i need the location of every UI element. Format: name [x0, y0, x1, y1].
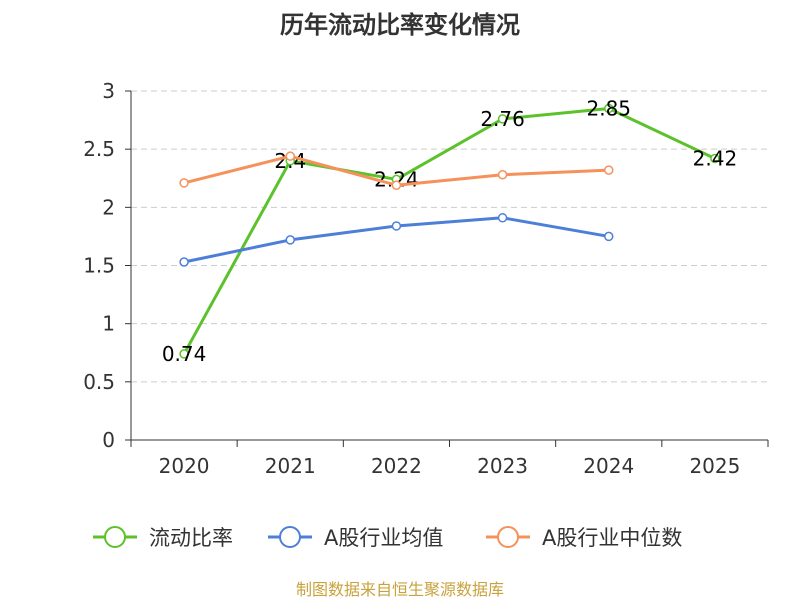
x-tick-label-2025: 2025 [689, 454, 740, 478]
data-point-2-2021[interactable] [285, 151, 295, 161]
source-footer: 制图数据来自恒生聚源数据库 [296, 580, 504, 599]
x-tick-label-2021: 2021 [265, 454, 316, 478]
data-point-1-2023[interactable] [497, 213, 508, 223]
legend-item-1[interactable]: A股行业均值 [268, 526, 443, 550]
x-tick-label-2024: 2024 [583, 454, 634, 478]
y-tick-label-0: 0 [102, 428, 115, 452]
data-point-1-2021[interactable] [285, 235, 295, 245]
legend-label-2: A股行业中位数 [542, 526, 682, 550]
y-tick-label-5: 2.5 [83, 137, 115, 161]
x-tick-label-2022: 2022 [371, 454, 422, 478]
data-point-0-2023[interactable] [497, 114, 508, 124]
series-layer: 0.742.42.242.762.852.42 [162, 96, 737, 365]
y-tick-label-2: 1 [102, 312, 115, 336]
series-0: 0.742.42.242.762.852.42 [162, 96, 737, 365]
grid-lines [131, 90, 768, 383]
series-line-0 [182, 106, 716, 355]
data-point-0-2025[interactable] [710, 153, 720, 164]
y-tick-label-1: 0.5 [83, 370, 115, 394]
y-tick-label-4: 2 [102, 195, 115, 219]
data-label-0-2025: 2.42 [693, 146, 738, 170]
series-2 [179, 151, 614, 190]
data-label-0-2024: 2.85 [586, 96, 631, 120]
chart-title: 历年流动比率变化情况 [280, 11, 520, 39]
legend-label-0: 流动比率 [149, 526, 233, 550]
y-tick-label-6: 3 [102, 79, 115, 103]
y-tick-label-3: 1.5 [83, 254, 115, 278]
data-label-0-2023: 2.76 [480, 107, 525, 131]
legend-marker-1 [279, 526, 301, 548]
x-tick-label-2020: 2020 [159, 454, 210, 478]
legend-marker-2 [497, 526, 519, 548]
data-point-1-2022[interactable] [391, 221, 402, 231]
legend-label-1: A股行业均值 [324, 526, 443, 550]
axes: 0 0.5 1 1.5 2 2.5 3 2020 2021 2022 2023 2024 2025 [83, 79, 769, 478]
data-point-2-2022[interactable] [391, 180, 402, 190]
data-label-0-2020: 0.74 [162, 342, 207, 366]
data-point-1-2024[interactable] [604, 231, 614, 242]
data-point-0-2024[interactable] [604, 103, 614, 114]
data-point-1-2020[interactable] [179, 257, 189, 267]
data-point-2-2020[interactable] [179, 178, 189, 188]
legend-marker-0 [104, 526, 126, 548]
legend-item-2[interactable]: A股行业中位数 [486, 526, 682, 550]
legend-item-0[interactable]: 流动比率 [93, 526, 233, 550]
legend[interactable]: 流动比率 A股行业均值 A股行业中位数 [93, 526, 682, 550]
x-tick-label-2023: 2023 [477, 454, 528, 478]
data-point-0-2020[interactable] [179, 349, 189, 359]
series-1 [179, 213, 614, 267]
data-point-2-2024[interactable] [604, 165, 614, 175]
data-point-2-2023[interactable] [497, 170, 508, 180]
